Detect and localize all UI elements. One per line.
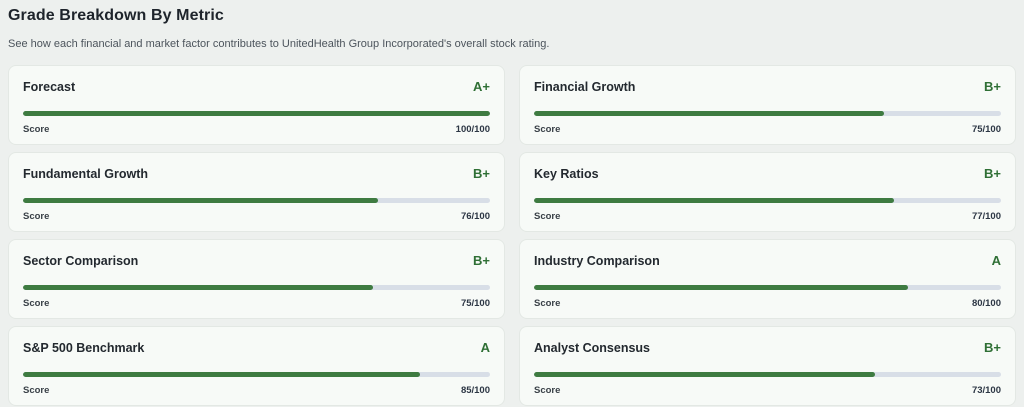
score-progress-track [534, 198, 1001, 203]
metric-grade: B+ [984, 340, 1001, 355]
metrics-grid: Forecast A+ Score 100/100 Financial Grow… [8, 65, 1016, 406]
score-progress-track [23, 198, 490, 203]
metric-card-footer: Score 80/100 [534, 298, 1001, 309]
score-progress-track [534, 372, 1001, 377]
score-progress-fill [23, 285, 374, 290]
metric-card-header: Sector Comparison B+ [23, 253, 490, 268]
metric-name: Key Ratios [534, 167, 599, 181]
score-label: Score [534, 124, 561, 135]
metric-card-footer: Score 100/100 [23, 124, 490, 135]
metric-grade: B+ [473, 253, 490, 268]
score-value: 100/100 [455, 124, 490, 135]
metric-card-header: Industry Comparison A [534, 253, 1001, 268]
score-label: Score [23, 298, 50, 309]
score-value: 77/100 [971, 211, 1001, 222]
metric-card-footer: Score 73/100 [534, 385, 1001, 396]
score-progress-fill [534, 198, 894, 203]
metric-name: Sector Comparison [23, 254, 139, 268]
metric-card-footer: Score 75/100 [534, 124, 1001, 135]
page-title: Grade Breakdown By Metric [8, 7, 224, 24]
metric-card: Forecast A+ Score 100/100 [8, 65, 505, 145]
metric-name: Analyst Consensus [534, 341, 651, 355]
metric-card-header: S&P 500 Benchmark A [23, 340, 490, 355]
metric-card: Fundamental Growth B+ Score 76/100 [8, 152, 505, 232]
score-value: 75/100 [460, 298, 490, 309]
metric-card: Sector Comparison B+ Score 75/100 [8, 239, 505, 319]
metric-card: Key Ratios B+ Score 77/100 [519, 152, 1016, 232]
metric-card-footer: Score 85/100 [23, 385, 490, 396]
page-subtitle: See how each financial and market factor… [8, 38, 550, 50]
metric-card-header: Analyst Consensus B+ [534, 340, 1001, 355]
score-progress-track [534, 111, 1001, 116]
metric-card: S&P 500 Benchmark A Score 85/100 [8, 326, 505, 406]
score-value: 73/100 [971, 385, 1001, 396]
metric-card-footer: Score 75/100 [23, 298, 490, 309]
metric-grade: B+ [984, 166, 1001, 181]
score-value: 80/100 [971, 298, 1001, 309]
metric-grade: A [480, 340, 490, 355]
metric-grade: A [991, 253, 1001, 268]
score-progress-fill [534, 372, 875, 377]
metric-card: Industry Comparison A Score 80/100 [519, 239, 1016, 319]
score-progress-track [534, 285, 1001, 290]
score-progress-track [23, 111, 490, 116]
metric-card-header: Key Ratios B+ [534, 166, 1001, 181]
metric-name: Forecast [23, 80, 76, 94]
metric-card-footer: Score 77/100 [534, 211, 1001, 222]
metric-grade: B+ [473, 166, 490, 181]
score-progress-fill [23, 111, 490, 116]
score-value: 75/100 [971, 124, 1001, 135]
score-label: Score [534, 211, 561, 222]
score-value: 85/100 [460, 385, 490, 396]
score-label: Score [23, 124, 50, 135]
score-label: Score [23, 385, 50, 396]
metric-name: Fundamental Growth [23, 167, 148, 181]
metric-name: Industry Comparison [534, 254, 660, 268]
metric-card-footer: Score 76/100 [23, 211, 490, 222]
metric-name: S&P 500 Benchmark [23, 341, 145, 355]
score-progress-track [23, 372, 490, 377]
metric-card-header: Financial Growth B+ [534, 79, 1001, 94]
metric-card: Analyst Consensus B+ Score 73/100 [519, 326, 1016, 406]
metric-grade: A+ [473, 79, 490, 94]
metric-card-header: Fundamental Growth B+ [23, 166, 490, 181]
score-label: Score [534, 298, 561, 309]
score-progress-fill [534, 285, 908, 290]
metric-grade: B+ [984, 79, 1001, 94]
metric-card-header: Forecast A+ [23, 79, 490, 94]
score-value: 76/100 [460, 211, 490, 222]
score-label: Score [534, 385, 561, 396]
metric-name: Financial Growth [534, 80, 636, 94]
score-progress-fill [534, 111, 885, 116]
score-progress-track [23, 285, 490, 290]
score-progress-fill [23, 198, 378, 203]
score-progress-fill [23, 372, 420, 377]
score-label: Score [23, 211, 50, 222]
metric-card: Financial Growth B+ Score 75/100 [519, 65, 1016, 145]
